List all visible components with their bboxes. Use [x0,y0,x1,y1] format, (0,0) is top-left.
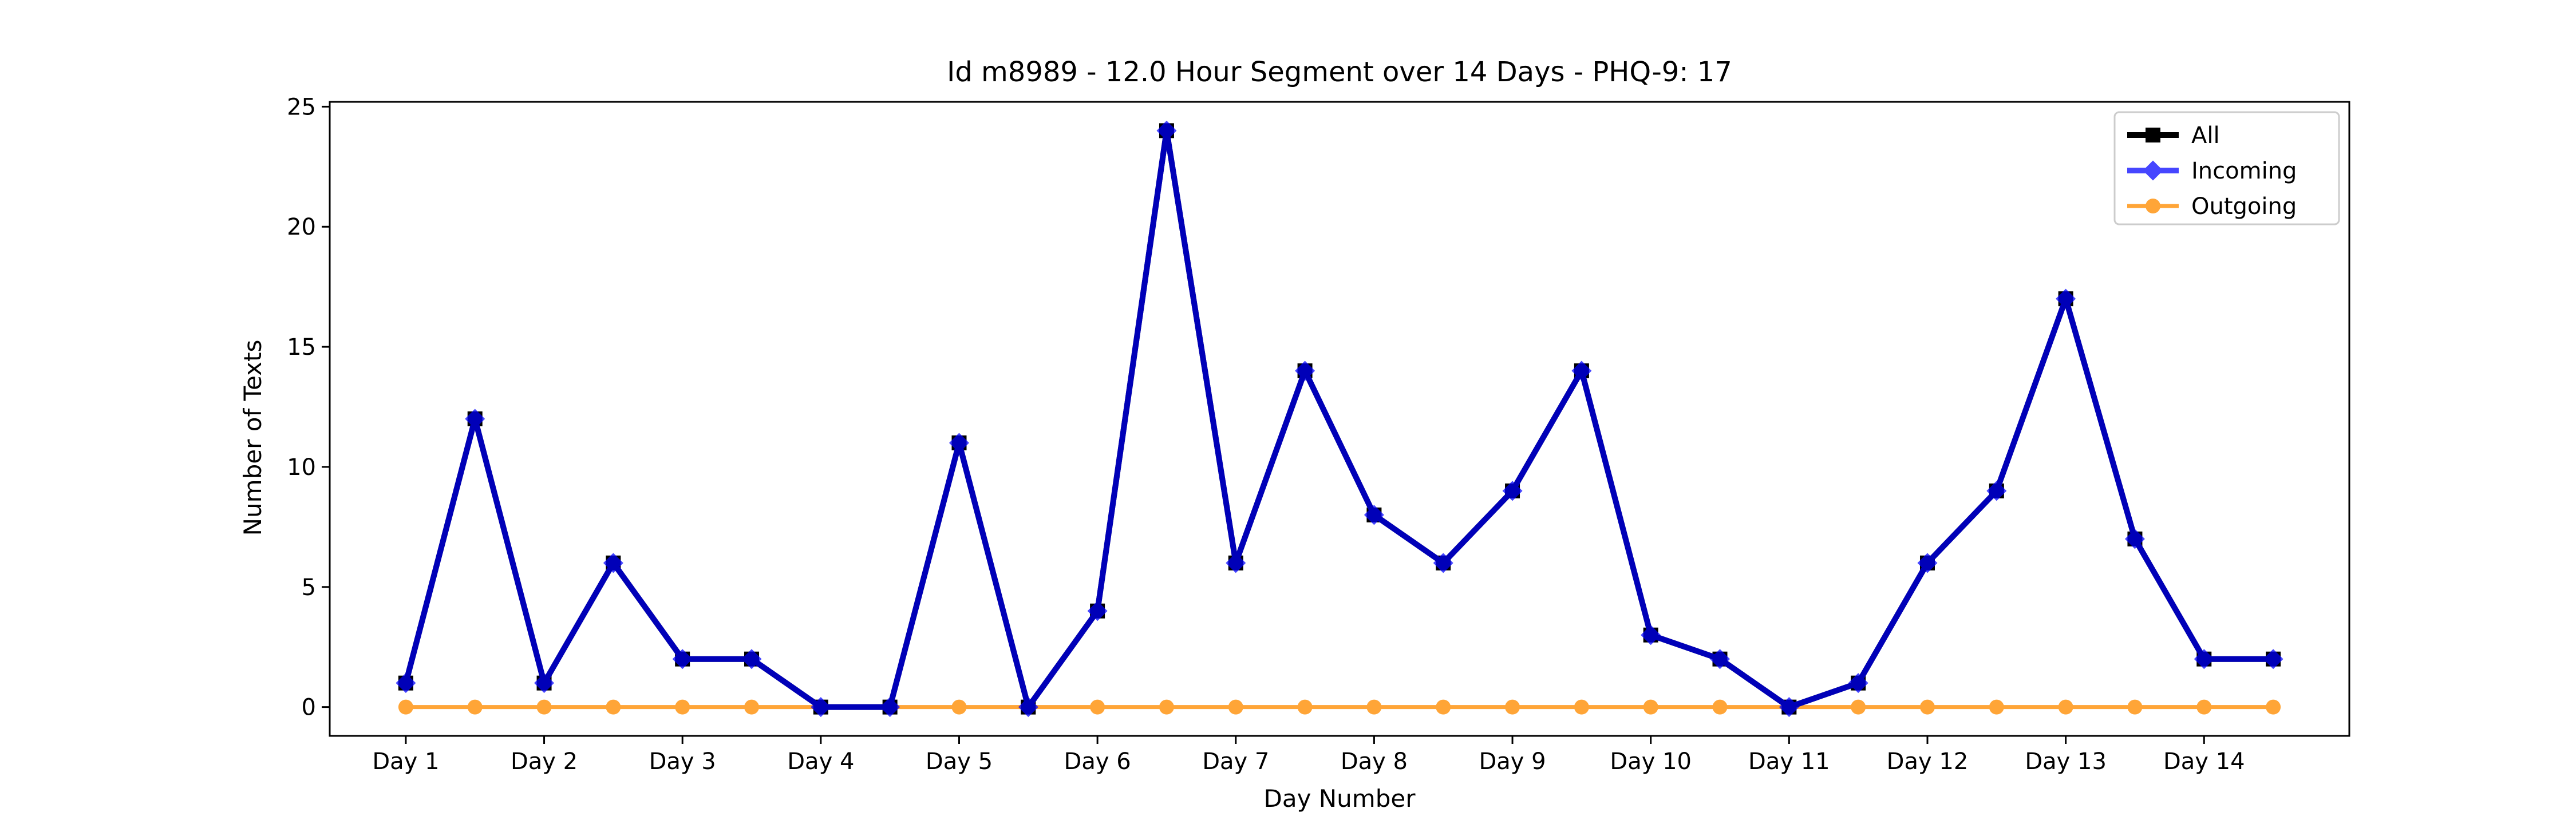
data-point-incoming [1641,625,1661,645]
data-point-incoming [1295,360,1315,381]
chart-title: Id m8989 - 12.0 Hour Segment over 14 Day… [947,56,1732,88]
data-point-outgoing [1712,699,1728,715]
x-axis-ticks: Day 1 Day 2 Day 3 Day 4 Day 5 Day 6 Day 7 Day 8… [372,736,2245,775]
legend-box [2113,111,2340,225]
data-point-outgoing [606,699,621,715]
data-point-outgoing [1851,699,1866,715]
x-tick-label: Day 1 [372,748,439,775]
data-point-incoming [1710,649,1730,670]
legend-entry-incoming [2127,160,2179,181]
data-point-incoming [1087,601,1108,621]
data-point-incoming [880,697,900,718]
data-point-incoming [1156,120,1177,141]
x-tick-label: Day 10 [1610,748,1692,775]
y-tick-label: 15 [287,334,316,360]
data-point-incoming [1364,505,1384,525]
y-tick-label: 0 [302,695,316,721]
y-tick-label: 20 [287,214,316,240]
x-tick-label: Day 3 [649,748,716,775]
data-point-outgoing [675,699,690,715]
y-axis-label: Number of Texts [239,340,267,536]
data-point-outgoing [1505,699,1520,715]
data-point-outgoing [1297,699,1313,715]
data-point-incoming [1018,697,1038,718]
data-point-outgoing [536,699,552,715]
legend: All Incoming Outgoing [2113,111,2340,225]
data-point-incoming [1502,481,1523,501]
x-tick-label: Day 12 [1887,748,1969,775]
series-layer [396,120,2283,718]
plot-frame [329,101,2350,737]
data-point-incoming [1433,553,1453,573]
legend-label-all: All [2191,122,2220,149]
data-point-incoming [2056,288,2076,309]
x-axis-label: Day Number [1263,785,1416,813]
data-point-outgoing [2266,699,2281,715]
y-tick-label: 5 [302,575,316,601]
data-point-outgoing [1090,699,1105,715]
data-point-incoming [2263,649,2283,670]
data-point-outgoing [1366,699,1382,715]
legend-swatch-marker [2143,160,2163,181]
x-tick-label: Day 6 [1064,748,1131,775]
series-incoming [396,120,2283,718]
data-point-incoming [534,673,555,694]
y-axis-ticks: 0 5 10 15 20 25 [287,94,330,721]
data-point-outgoing [398,699,413,715]
data-point-outgoing [1643,699,1658,715]
data-point-outgoing [1159,699,1174,715]
data-point-outgoing [2196,699,2212,715]
data-point-incoming [2124,529,2145,549]
x-tick-label: Day 4 [787,748,854,775]
x-tick-label: Day 9 [1479,748,1546,775]
data-point-incoming [1226,553,1246,573]
legend-entry-all [2127,128,2179,142]
data-point-incoming [1917,553,1938,573]
data-point-outgoing [951,699,967,715]
x-tick-label: Day 14 [2163,748,2245,775]
data-point-incoming [1848,673,1868,694]
y-tick-label: 10 [287,454,316,481]
data-point-incoming [465,409,485,429]
data-point-outgoing [1574,699,1589,715]
legend-label-outgoing: Outgoing [2191,193,2297,220]
data-point-incoming [603,553,623,573]
data-point-incoming [672,649,693,670]
data-point-incoming [741,649,762,670]
data-point-incoming [811,697,831,718]
series-line-incoming [403,128,2274,710]
data-point-incoming [1779,697,1799,718]
data-point-outgoing [1436,699,1451,715]
y-tick-label: 25 [287,94,316,120]
data-point-incoming [396,673,416,694]
x-tick-label: Day 8 [1341,748,1408,775]
data-point-outgoing [1228,699,1243,715]
data-point-outgoing [467,699,483,715]
data-point-outgoing [1989,699,2004,715]
x-tick-label: Day 13 [2025,748,2107,775]
x-tick-label: Day 7 [1202,748,1269,775]
data-point-incoming [949,433,969,453]
data-point-outgoing [744,699,760,715]
data-point-outgoing [2058,699,2073,715]
legend-entry-outgoing [2127,199,2179,213]
data-point-incoming [1571,360,1592,381]
legend-swatch-marker [2146,128,2160,142]
x-tick-label: Day 5 [926,748,993,775]
data-point-incoming [2194,649,2214,670]
data-point-outgoing [2127,699,2143,715]
x-tick-label: Day 2 [511,748,578,775]
data-point-outgoing [1919,699,1935,715]
legend-swatch-marker [2146,199,2160,213]
legend-label-incoming: Incoming [2191,158,2297,184]
data-point-incoming [1986,481,2007,501]
x-tick-label: Day 11 [1748,748,1830,775]
